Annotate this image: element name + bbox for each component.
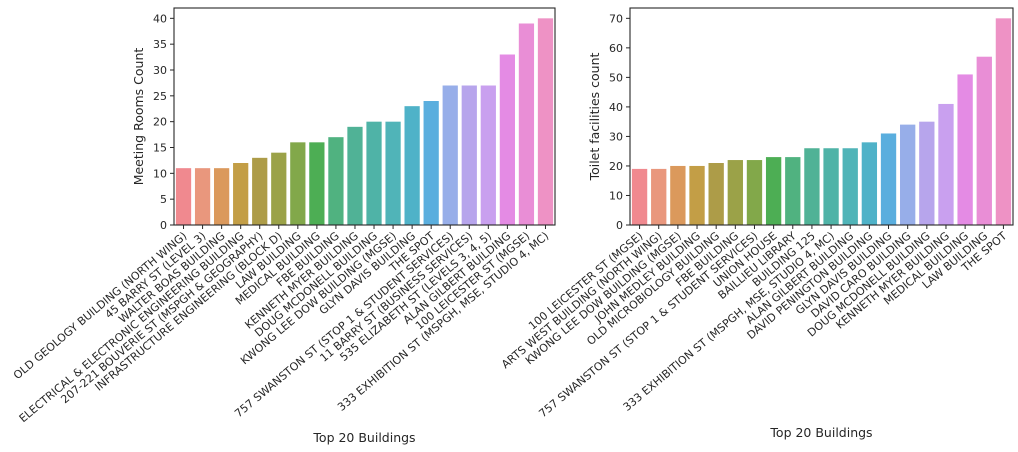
bar-10 xyxy=(347,126,363,225)
bar-19 xyxy=(518,23,535,225)
y-tick-label: 40 xyxy=(153,12,167,25)
y-tick-label: 5 xyxy=(160,193,167,206)
x-tick-label: ELECTRICAL & ELECTRONIC ENGINEERING BUIL… xyxy=(17,229,247,425)
bar-8 xyxy=(765,157,782,225)
bar-9 xyxy=(328,137,344,225)
y-axis-label: Toilet facilities count xyxy=(587,52,602,181)
bar-17 xyxy=(480,85,496,225)
y-tick-label: 0 xyxy=(616,219,623,232)
bar-2 xyxy=(194,168,211,225)
plot-frame xyxy=(173,7,556,226)
bar-3 xyxy=(670,165,686,225)
bar-10 xyxy=(804,148,820,225)
y-tick-label: 70 xyxy=(609,12,623,25)
y-tick-label: 10 xyxy=(609,189,623,202)
bar-11 xyxy=(366,121,382,225)
bar-4 xyxy=(233,163,249,225)
bar-17 xyxy=(938,103,954,225)
bar-14 xyxy=(880,133,897,225)
bar-13 xyxy=(861,142,878,225)
x-axis-label: Top 20 Buildings xyxy=(312,430,415,445)
bar-3 xyxy=(214,168,230,225)
bar-15 xyxy=(442,85,458,225)
bar-1 xyxy=(631,168,648,225)
bar-20 xyxy=(537,18,554,225)
plot-frame xyxy=(629,7,1014,226)
bar-5 xyxy=(252,157,268,225)
bar-13 xyxy=(404,106,420,225)
bar-16 xyxy=(919,121,935,225)
bar-5 xyxy=(708,163,724,225)
bar-16 xyxy=(461,85,477,225)
y-tick-label: 35 xyxy=(153,38,167,51)
bar-7 xyxy=(290,142,306,225)
bar-7 xyxy=(746,160,763,225)
y-tick-label: 15 xyxy=(153,142,167,155)
y-tick-label: 50 xyxy=(609,71,623,84)
bar-1 xyxy=(175,168,192,225)
bar-12 xyxy=(842,148,858,225)
y-tick-label: 10 xyxy=(153,167,167,180)
bar-18 xyxy=(957,74,973,226)
bar-2 xyxy=(651,168,667,225)
bar-6 xyxy=(727,160,743,225)
y-tick-label: 30 xyxy=(153,64,167,77)
bar-15 xyxy=(900,124,916,225)
y-tick-label: 0 xyxy=(160,219,167,232)
y-axis-label: Meeting Rooms Count xyxy=(131,48,146,186)
bar-14 xyxy=(423,101,439,225)
bar-8 xyxy=(309,142,325,225)
x-axis-label: Top 20 Buildings xyxy=(769,425,872,440)
y-tick-label: 20 xyxy=(153,116,167,129)
bar-6 xyxy=(271,152,287,225)
y-tick-label: 40 xyxy=(609,101,623,114)
bar-9 xyxy=(785,157,801,225)
bar-11 xyxy=(823,148,839,225)
bar-18 xyxy=(499,54,515,225)
y-tick-label: 20 xyxy=(609,160,623,173)
bar-19 xyxy=(976,56,992,226)
bar-12 xyxy=(385,121,401,225)
y-tick-label: 60 xyxy=(609,42,623,55)
x-tick-label: KWONG LEE DOW BUILDING (MGSE) xyxy=(523,229,684,367)
bar-4 xyxy=(689,165,705,225)
bar-20 xyxy=(995,18,1012,225)
y-tick-label: 30 xyxy=(609,130,623,143)
y-tick-label: 25 xyxy=(153,90,167,103)
